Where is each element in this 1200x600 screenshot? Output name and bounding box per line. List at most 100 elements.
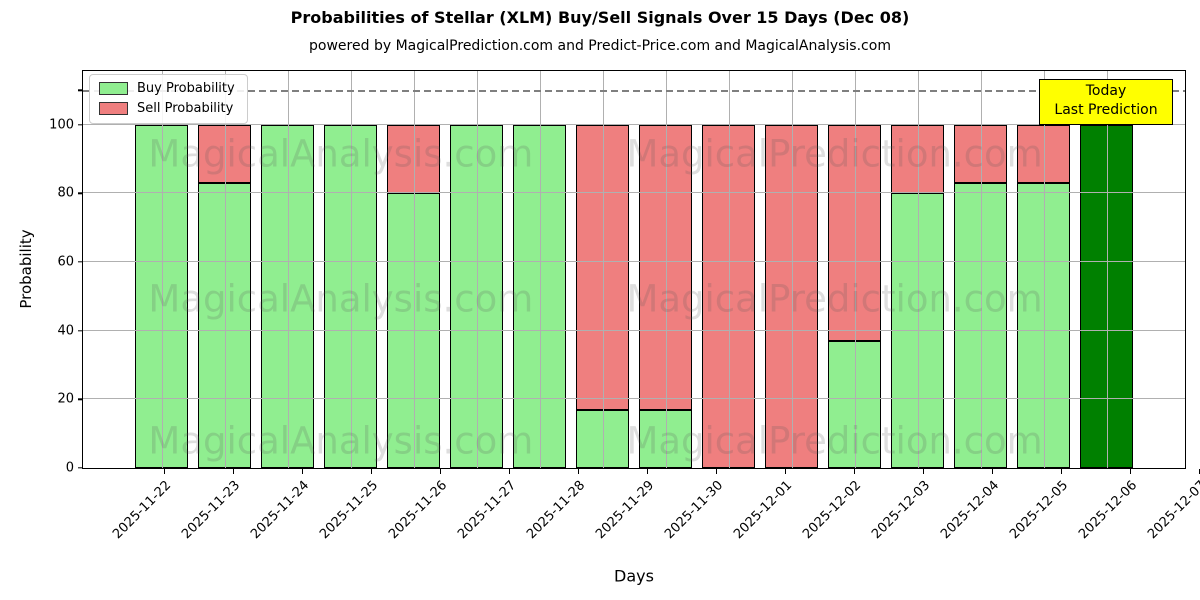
- x-tick-mark: [163, 469, 165, 474]
- y-tick-label: 20: [57, 391, 74, 407]
- stacked-bar: [1017, 124, 1070, 468]
- stacked-bar: [513, 124, 566, 468]
- stacked-bar: [765, 124, 818, 468]
- bar-segment-sell: [639, 124, 692, 410]
- bar-slot: [319, 71, 382, 468]
- bar-slot: [697, 71, 760, 468]
- x-tick-mark: [1129, 469, 1131, 474]
- bar-slot: [949, 71, 1012, 468]
- x-tick-label: 2025-11-26: [386, 478, 451, 543]
- y-tick-mark: [78, 261, 83, 263]
- x-tick-label: 2025-12-04: [938, 478, 1003, 543]
- bar-slot: [1075, 71, 1138, 468]
- x-tick-mark: [577, 469, 579, 474]
- bar-segment-sell: [387, 124, 440, 194]
- y-tick-label: 100: [49, 117, 74, 133]
- x-tick-mark: [991, 469, 993, 474]
- chart-subtitle: powered by MagicalPrediction.com and Pre…: [309, 38, 891, 54]
- y-tick-label: 60: [57, 254, 74, 270]
- bar-segment-buy: [135, 124, 188, 468]
- bar-slot: [571, 71, 634, 468]
- x-tick-label: 2025-11-24: [248, 478, 313, 543]
- legend-label-buy: Buy Probability: [137, 81, 235, 96]
- x-tick-label: 2025-11-25: [317, 478, 382, 543]
- bar-slot: [508, 71, 571, 468]
- x-tick-label: 2025-11-27: [455, 478, 520, 543]
- stacked-bar: [702, 124, 755, 468]
- bar-segment-sell: [954, 124, 1007, 183]
- y-tick-mark: [78, 329, 83, 332]
- threshold-dashed-line: [83, 90, 1185, 92]
- y-tick-mark: [78, 467, 83, 469]
- bar-slot: [445, 71, 508, 468]
- bar-slot: [193, 71, 256, 468]
- today-annotation-line2: Last Prediction: [1054, 102, 1158, 119]
- stacked-bar: [135, 124, 188, 468]
- bar-segment-buy: [828, 340, 881, 468]
- x-tick-mark: [922, 469, 924, 474]
- bar-slot: [634, 71, 697, 468]
- bar-segment-buy: [513, 124, 566, 468]
- bar-segment-sell: [828, 124, 881, 341]
- x-ticks-row: [82, 469, 1200, 475]
- x-tick-label: 2025-12-02: [800, 478, 865, 543]
- bars-layer: [83, 71, 1185, 468]
- today-annotation-line1: Today: [1085, 83, 1127, 99]
- x-tick-mark: [301, 469, 303, 474]
- bar-segment-buy: [387, 193, 440, 468]
- x-tick-label: 2025-12-05: [1007, 478, 1072, 543]
- x-tick-label: 2025-11-30: [662, 478, 727, 543]
- today-annotation-box: Today Last Prediction: [1039, 79, 1173, 125]
- x-tick-label: 2025-11-22: [110, 478, 175, 543]
- bar-segment-buy: [954, 182, 1007, 468]
- legend-swatch-buy: [99, 82, 128, 95]
- bar-segment-sell: [576, 124, 629, 410]
- y-tick-label: 0: [65, 460, 74, 476]
- bar-segment-buy: [450, 124, 503, 468]
- bar-segment-buy: [576, 409, 629, 468]
- bar-slot: [130, 71, 193, 468]
- x-tick-mark: [646, 469, 648, 474]
- x-tick-label: 2025-12-03: [869, 478, 934, 543]
- x-tick-mark: [853, 469, 855, 474]
- bar-segment-buy: [261, 124, 314, 468]
- bar-segment-buy: [891, 193, 944, 468]
- bar-segment-sell: [765, 124, 818, 468]
- legend: Buy Probability Sell Probability: [89, 74, 248, 124]
- y-tick-mark: [78, 192, 83, 194]
- bar-segment-sell: [702, 124, 755, 468]
- bar-segment-today: [1080, 124, 1133, 468]
- chart-title: Probabilities of Stellar (XLM) Buy/Sell …: [290, 8, 910, 27]
- y-tick-mark: [78, 398, 83, 401]
- stacked-bar: [324, 124, 377, 468]
- bar-segment-buy: [639, 409, 692, 468]
- stacked-bar: [198, 124, 251, 468]
- stacked-bar: [828, 124, 881, 468]
- stacked-bar: [387, 124, 440, 468]
- legend-swatch-sell: [99, 102, 128, 115]
- y-tick-label: 40: [57, 323, 74, 339]
- x-axis-title: Days: [614, 566, 654, 586]
- x-tick-mark: [508, 469, 510, 474]
- bar-slot: [382, 71, 445, 468]
- bar-segment-buy: [1017, 182, 1070, 468]
- bar-slot: [886, 71, 949, 468]
- x-tick-mark: [1060, 469, 1062, 474]
- x-tick-mark: [370, 469, 372, 474]
- legend-item-sell: Sell Probability: [99, 101, 235, 116]
- legend-item-buy: Buy Probability: [99, 81, 235, 96]
- bar-segment-sell: [1017, 124, 1070, 183]
- stacked-bar: [261, 124, 314, 468]
- bar-segment-sell: [198, 124, 251, 183]
- stacked-bar: [954, 124, 1007, 468]
- bar-slot: [823, 71, 886, 468]
- x-tick-label: 2025-12-01: [731, 478, 796, 543]
- plot-area: MagicalAnalysis.com MagicalPrediction.com…: [49, 70, 1186, 476]
- x-tick-mark: [1198, 469, 1200, 474]
- y-tick-mark: [78, 89, 83, 91]
- bar-slot: [760, 71, 823, 468]
- bar-segment-buy: [324, 124, 377, 468]
- stacked-bar: [891, 124, 944, 468]
- y-tick-label: 80: [57, 185, 74, 201]
